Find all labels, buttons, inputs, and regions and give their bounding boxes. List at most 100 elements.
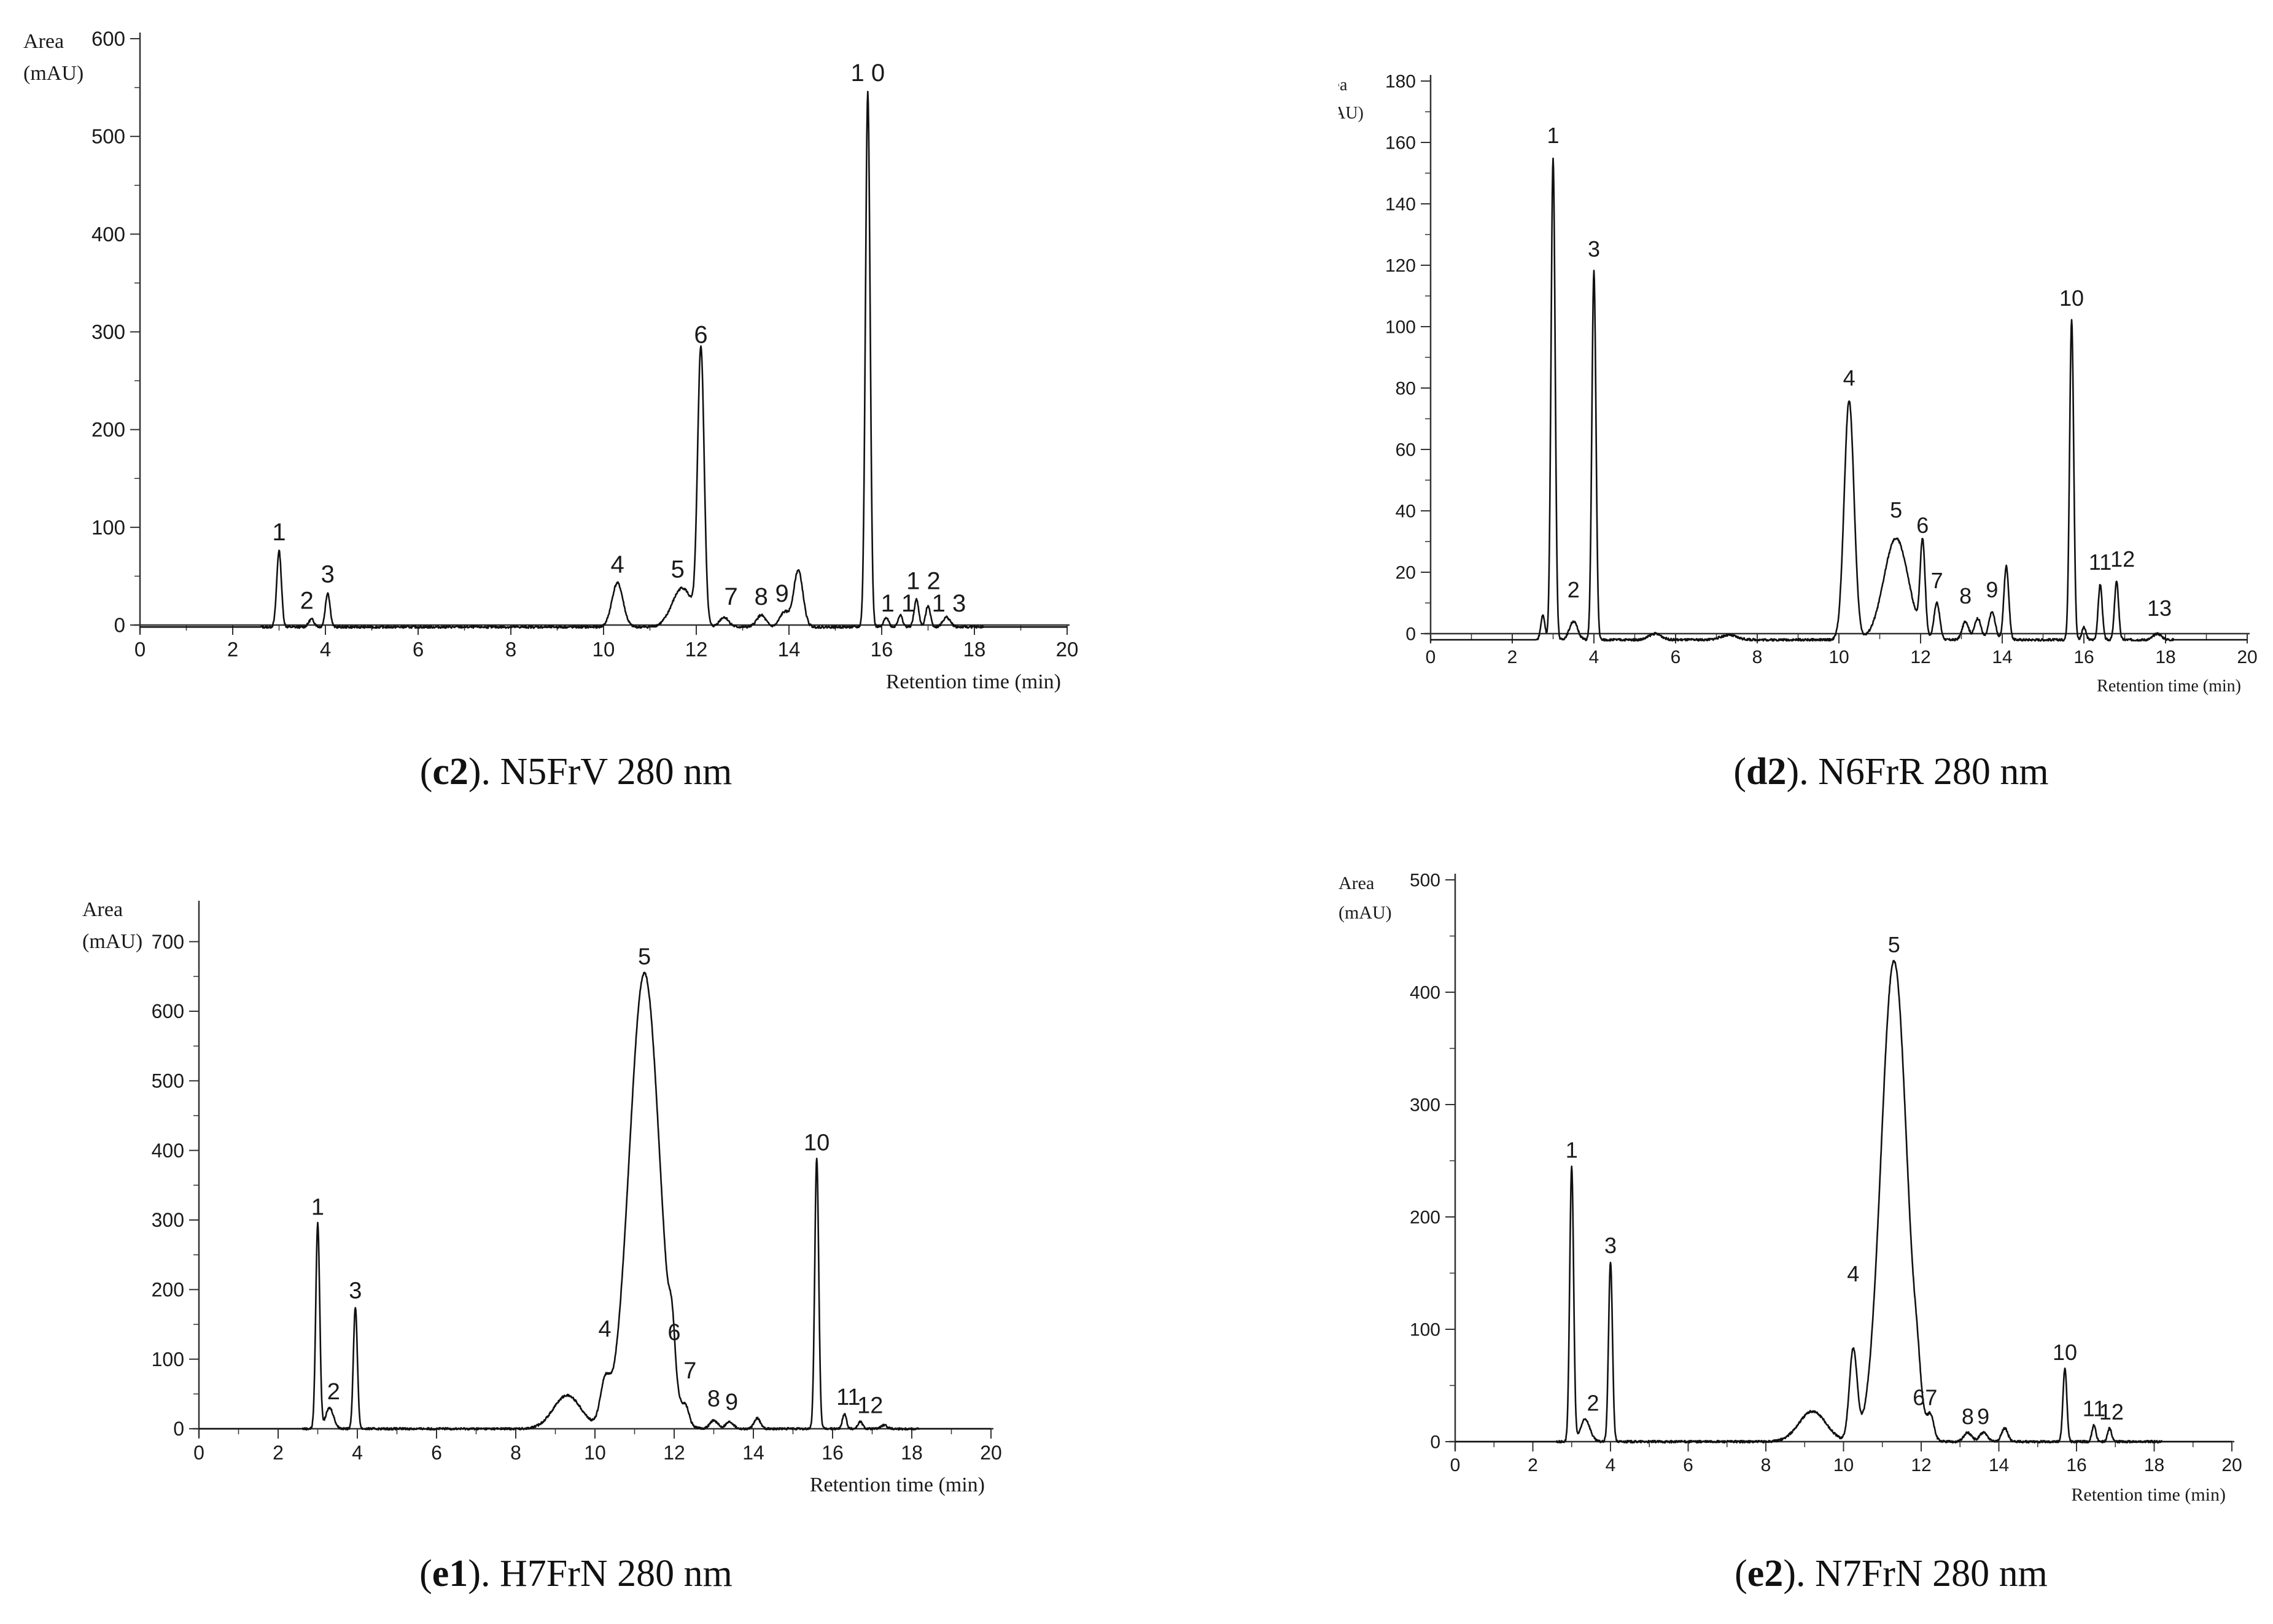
x-tick-label: 16 [2073,647,2094,667]
x-tick-label: 14 [778,638,801,661]
peak-label: 7 [683,1358,696,1384]
x-tick-label: 6 [413,638,424,661]
x-tick-label: 20 [2221,1455,2242,1475]
y-tick-label: 100 [91,516,125,538]
y-tick-label: 200 [1410,1208,1440,1228]
peak-label: 4 [599,1316,612,1342]
peak-label: 12 [2099,1399,2124,1424]
y-tick-label: 0 [1405,624,1416,645]
peak-label: 7 [1931,568,1943,593]
x-tick-label: 18 [2155,647,2175,667]
x-tick-label: 16 [871,638,893,661]
x-tick-label: 12 [685,638,708,661]
x-tick-label: 8 [1761,1455,1771,1475]
y-tick-label: 200 [152,1279,184,1301]
caption-text: ). N7FrN 280 nm [1783,1553,2048,1595]
x-tick-label: 16 [822,1442,844,1464]
x-tick-label: 18 [2144,1455,2164,1475]
peak-label: 2 [300,587,314,614]
y-tick-label: 500 [91,125,125,148]
caption-letter: c2 [432,751,468,793]
x-tick-label: 18 [901,1442,923,1464]
x-tick-label: 8 [1752,647,1763,667]
peak-label: 6 [667,1320,680,1346]
peak-label: 1 0 [851,60,885,87]
x-tick-label: 4 [352,1442,363,1464]
peak-label: 3 [349,1278,362,1304]
x-tick-label: 8 [505,638,516,661]
y-tick-label: 80 [1396,379,1416,399]
x-tick-label: 0 [134,638,146,661]
peak-label: 9 [775,580,789,607]
y-tick-label: 600 [91,28,125,50]
peak-label: 2 [327,1379,340,1405]
y-tick-label: 400 [91,223,125,246]
chart-panel-e1: 0 2 4 6 8 10 12 14 16 18 20 0 100 200 300 400 500 600 700 A… [74,838,1032,1510]
chart-svg-d2: 0 2 4 6 8 10 12 14 16 18 2002040608010012014016018… [1314,72,2258,696]
x-tick-label: 4 [1589,647,1599,667]
chart-caption-d2: (d2). N6FrR 280 nm [1733,751,2049,793]
y-tick-label: 300 [91,321,125,343]
peak-label: 10 [804,1130,830,1156]
x-tick-label: 2 [227,638,238,661]
caption-text: ). N5FrV 280 nm [468,751,732,793]
peak-label: 3 [321,561,335,588]
y-tick-label: 160 [1385,133,1416,153]
x-tick-label: 6 [431,1442,442,1464]
x-tick-label: 20 [980,1442,1002,1464]
x-tick-label: 20 [2237,647,2257,667]
caption-letter: e1 [432,1553,468,1595]
peak-label: 10 [2059,286,2084,311]
y-axis-label: Area [23,30,64,53]
peak-label: 1 [1566,1138,1578,1163]
y-axis-label: Area [1339,76,1348,95]
chromatogram-trace [139,90,1068,629]
peak-label: 1 [272,519,286,546]
chromatogram-trace [1430,157,2248,642]
peak-label: 8 [1959,583,1972,608]
chart-caption-e2: (e2). N7FrN 280 nm [1735,1553,2048,1595]
y-tick-label: 0 [1430,1432,1440,1453]
peak-label: 11 [2089,550,2112,575]
x-tick-label: 8 [510,1442,521,1464]
caption-letter: d2 [1746,751,1787,793]
chart-panel-d2: 0 2 4 6 8 10 12 14 16 18 20 0 20 40 60 80 100 120 140 160 18… [1314,31,2272,728]
peak-label: 12 [857,1393,883,1419]
y-tick-label: 20 [1396,563,1416,583]
y-tick-label: 180 [1385,72,1416,92]
y-axis-label: (mAU) [82,930,142,953]
y-tick-label: 200 [91,418,125,441]
peak-label: 3 [1588,236,1600,262]
peak-label: 6 [694,321,707,348]
x-tick-label: 20 [1056,638,1079,661]
y-tick-label: 40 [1396,502,1416,522]
y-tick-label: 100 [152,1348,184,1370]
y-tick-label: 300 [1410,1095,1440,1116]
x-tick-label: 0 [193,1442,204,1464]
x-axis-label: Retention time (min) [2097,677,2241,696]
peak-label: 10 [2053,1340,2077,1365]
y-axis-label: (mAU) [23,62,84,85]
y-tick-label: 0 [114,614,125,637]
x-tick-label: 14 [1989,1455,2009,1475]
peak-label: 1 1 [881,590,915,617]
caption-text: ). N6FrR 280 nm [1786,751,2049,793]
peak-label: 5 [671,556,685,583]
y-tick-label: 120 [1385,256,1416,276]
y-tick-label: 100 [1385,317,1416,338]
peak-label: 5 [1888,932,1900,957]
caption-text: ). H7FrN 280 nm [468,1553,732,1595]
x-axis-label: Retention time (min) [886,670,1061,693]
x-tick-label: 18 [963,638,986,661]
chromatogram-trace [198,971,992,1431]
peak-label: 1 2 [906,567,941,594]
chromatogram-trace [1455,960,2232,1444]
chart-panel-e2: 0 2 4 6 8 10 12 14 16 18 20 0 100 200 300 400 500 Area (mA… [1339,860,2272,1526]
x-tick-label: 10 [593,638,615,661]
x-tick-label: 10 [584,1442,606,1464]
peak-label: 9 [1986,577,1998,602]
y-tick-label: 500 [1410,871,1440,891]
x-tick-label: 12 [1911,1455,1931,1475]
x-tick-label: 0 [1450,1455,1461,1475]
x-tick-label: 12 [663,1442,685,1464]
